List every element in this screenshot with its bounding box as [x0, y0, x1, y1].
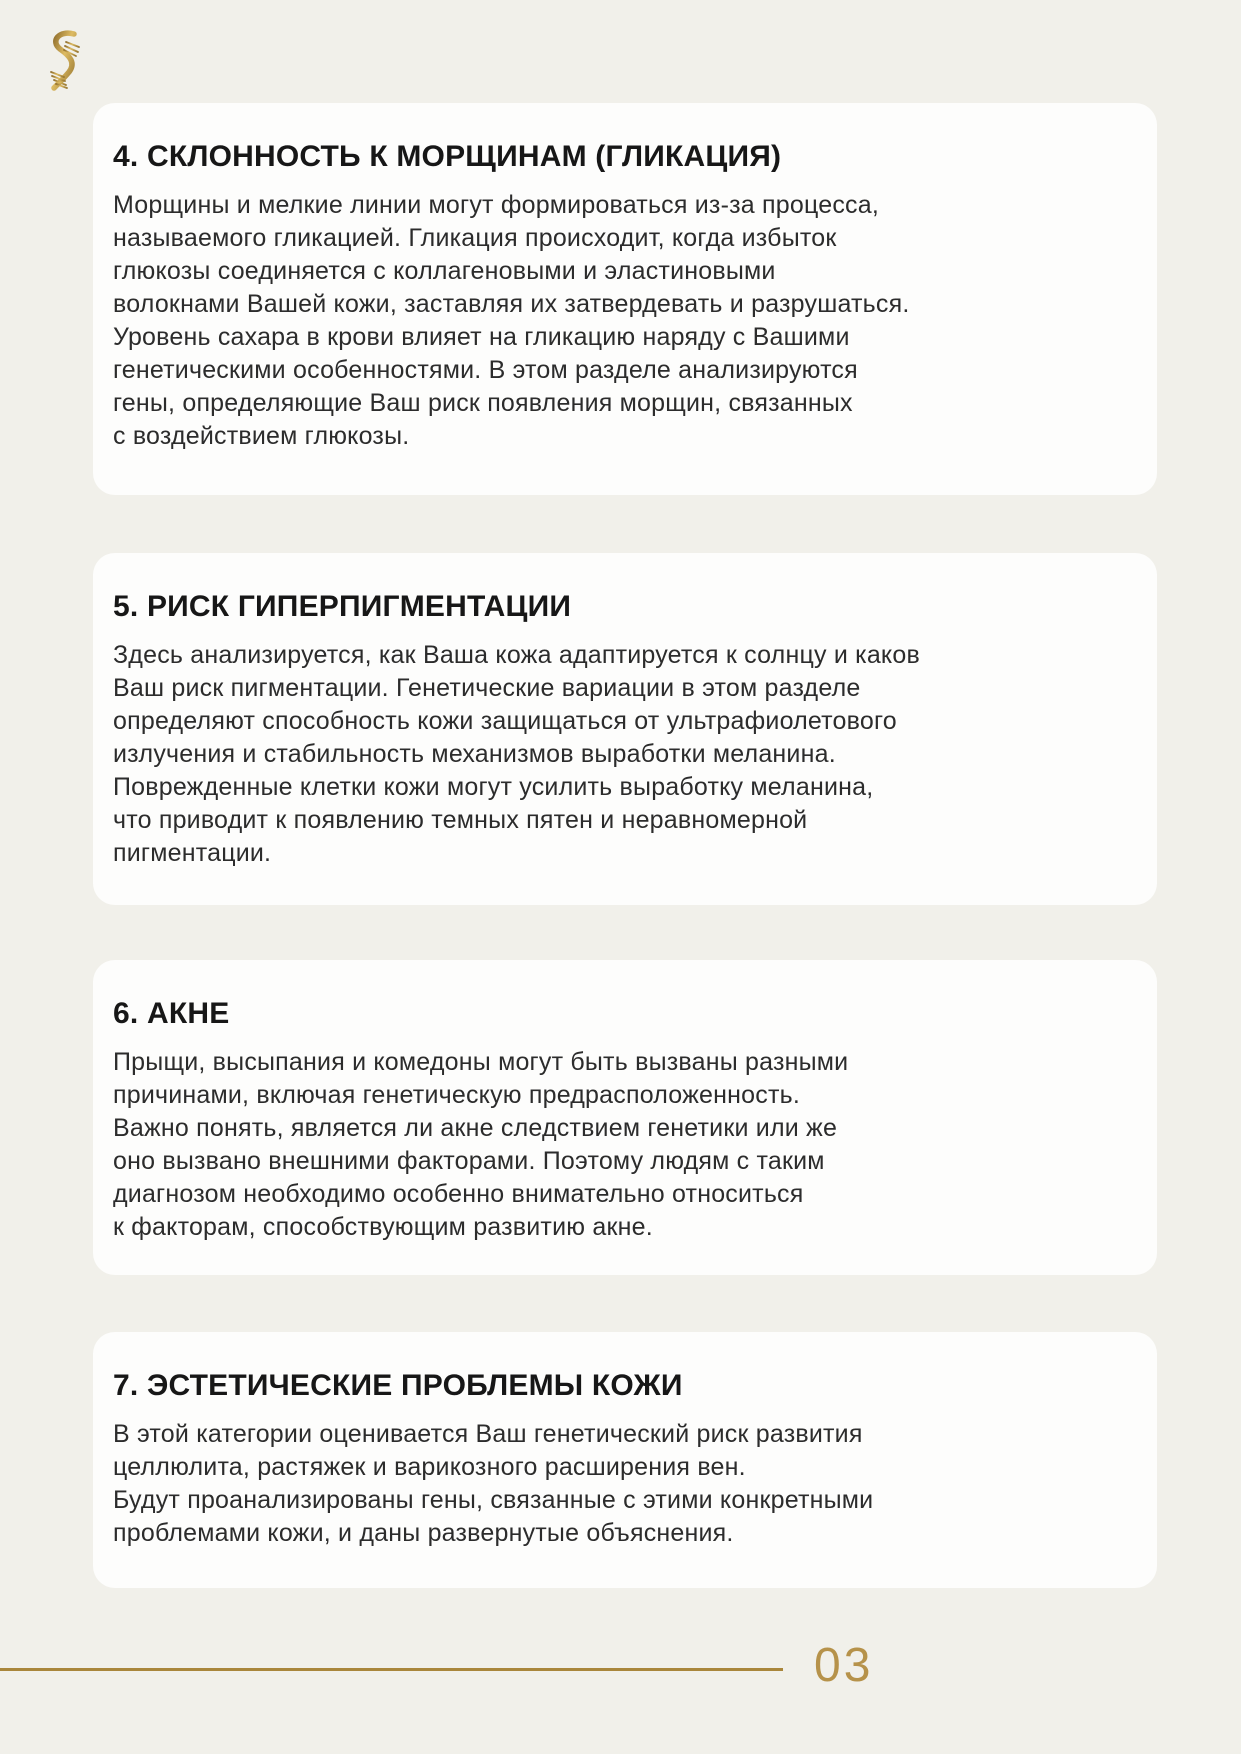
- section-card-aesthetic-problems: 7. ЭСТЕТИЧЕСКИЕ ПРОБЛЕМЫ КОЖИ В этой кат…: [93, 1332, 1157, 1588]
- page-number: 03: [814, 1639, 874, 1692]
- footer-divider-line: [0, 1668, 783, 1671]
- section-title-acne: 6. АКНЕ: [113, 997, 230, 1030]
- section-title-glycation: 4. СКЛОННОСТЬ К МОРЩИНАМ (ГЛИКАЦИЯ): [113, 140, 782, 173]
- section-card-glycation: 4. СКЛОННОСТЬ К МОРЩИНАМ (ГЛИКАЦИЯ) Морщ…: [93, 103, 1157, 495]
- dna-helix-logo-icon: [50, 30, 80, 91]
- section-card-hyperpigmentation: 5. РИСК ГИПЕРПИГМЕНТАЦИИ Здесь анализиру…: [93, 553, 1157, 905]
- section-body-hyperpigmentation: Здесь анализируется, как Ваша кожа адапт…: [113, 641, 920, 867]
- section-card-acne: 6. АКНЕ Прыщи, высыпания и комедоны могу…: [93, 960, 1157, 1275]
- section-body-acne: Прыщи, высыпания и комедоны могут быть в…: [113, 1048, 849, 1241]
- section-body-glycation: Морщины и мелкие линии могут формировать…: [113, 191, 910, 450]
- section-title-hyperpigmentation: 5. РИСК ГИПЕРПИГМЕНТАЦИИ: [113, 590, 572, 623]
- section-title-aesthetic-problems: 7. ЭСТЕТИЧЕСКИЕ ПРОБЛЕМЫ КОЖИ: [113, 1369, 683, 1402]
- section-body-aesthetic-problems: В этой категории оценивается Ваш генетич…: [113, 1420, 874, 1547]
